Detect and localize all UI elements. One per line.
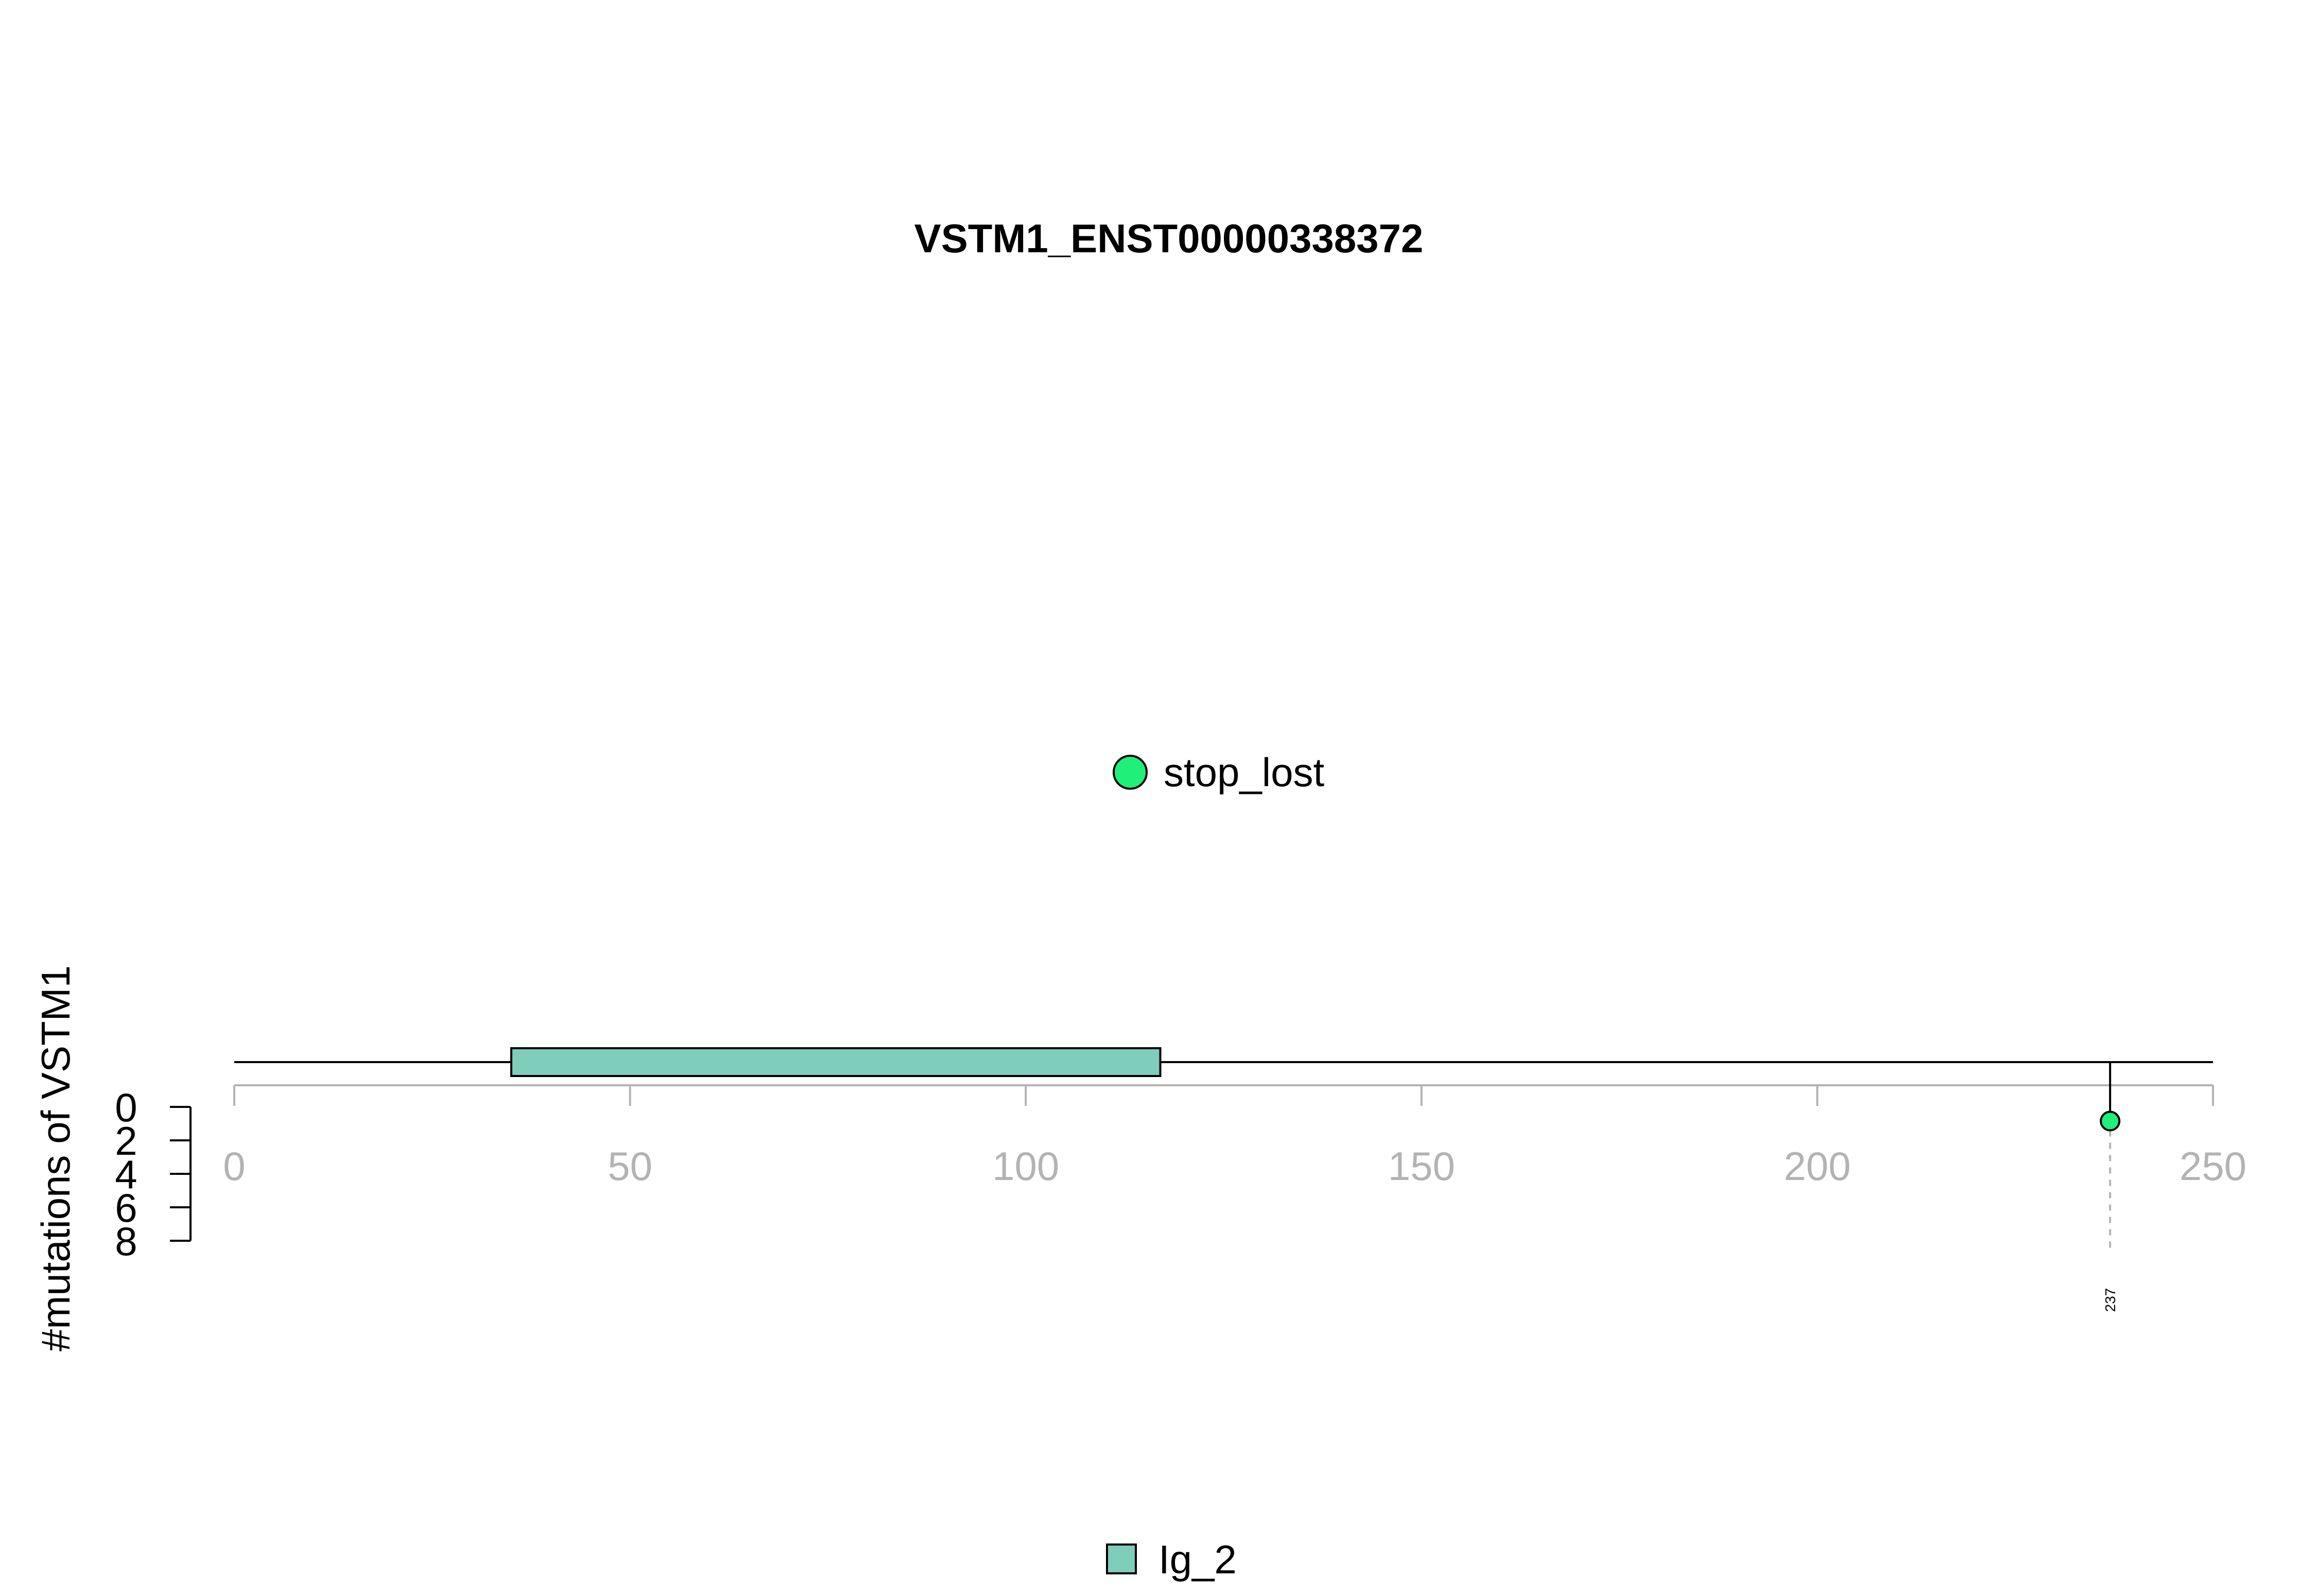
legend-label: stop_lost: [1164, 750, 1325, 795]
legend-symbol: [1113, 755, 1148, 790]
mutation-position-label: 237: [2102, 1288, 2118, 1312]
y-axis-label: #mutations of VSTM1: [33, 965, 78, 1351]
x-tick-label: 200: [1784, 1143, 1851, 1189]
y-tick-label: 4: [115, 1152, 137, 1197]
x-tick-label: 0: [223, 1143, 245, 1189]
domain-Ig_2: [510, 1047, 1162, 1077]
x-tick-label: 250: [2180, 1143, 2246, 1189]
lollipop-point: [2100, 1111, 2121, 1132]
y-tick-label: 8: [115, 1219, 137, 1264]
legend-label: Ig_2: [1158, 1537, 1237, 1582]
x-tick-label: 150: [1388, 1143, 1455, 1189]
x-axis: 0 50 100 150 200 250: [223, 1084, 2246, 1189]
y-tick-label: 2: [115, 1118, 137, 1164]
mutation-layer: 237: [2100, 1062, 2121, 1312]
domain-legend: Ig_2: [1106, 1537, 1237, 1582]
domain-layer: [510, 1047, 1162, 1077]
x-tick-label: 50: [608, 1143, 652, 1189]
legend-swatch: [1106, 1543, 1137, 1574]
y-tick-label: 0: [115, 1085, 137, 1130]
mutation-legend: stop_lost: [1113, 750, 1325, 795]
x-tick-label: 100: [992, 1143, 1059, 1189]
y-tick-label: 6: [115, 1185, 137, 1230]
chart-title: VSTM1_ENST00000338372: [914, 216, 1424, 261]
